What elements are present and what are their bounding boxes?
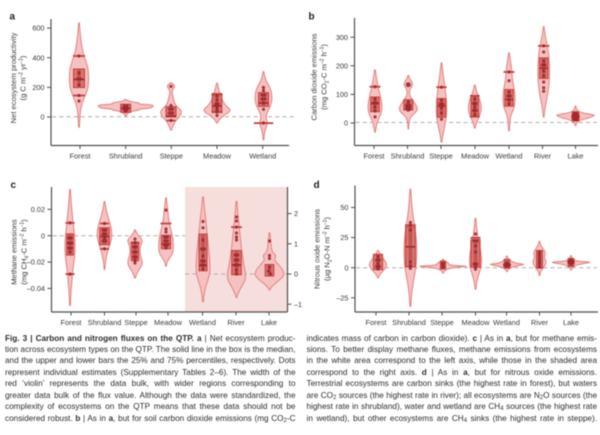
svg-text:Meadow: Meadow [461,152,490,161]
svg-text:25: 25 [340,233,348,242]
svg-text:600: 600 [32,24,44,33]
svg-text:Wetland: Wetland [189,318,216,327]
svg-text:Lake: Lake [567,152,583,161]
svg-text:Wetland: Wetland [493,318,520,327]
svg-text:Forest: Forest [364,152,385,161]
svg-text:Methane emissions: Methane emissions [10,219,19,285]
svg-text:Wetland: Wetland [249,152,276,161]
svg-text:Net ecosystem productivity: Net ecosystem productivity [9,32,18,123]
svg-text:Carbon dioxide emissions: Carbon dioxide emissions [310,33,319,120]
svg-text:Forest: Forest [366,318,387,327]
svg-text:a: a [10,12,16,23]
svg-text:50: 50 [340,203,348,212]
svg-text:0: 0 [41,231,45,240]
svg-text:300: 300 [336,33,348,42]
svg-text:200: 200 [32,83,44,92]
svg-text:Nitrous oxide emissions: Nitrous oxide emissions [313,209,322,289]
svg-text:c: c [11,180,17,191]
svg-text:0.02: 0.02 [31,205,45,214]
svg-text:(mg CO2-C m–2 h–1): (mg CO2-C m–2 h–1) [319,44,330,110]
svg-text:0: 0 [344,263,348,272]
svg-text:0: 0 [40,113,44,122]
svg-text:Wetland: Wetland [496,152,523,161]
svg-text:River: River [227,318,245,327]
svg-text:–0.02: –0.02 [27,258,45,267]
svg-text:200: 200 [336,61,348,70]
svg-text:Steppe: Steppe [124,318,147,327]
svg-text:Forest: Forest [70,152,91,161]
svg-text:100: 100 [336,90,348,99]
svg-text:Lake: Lake [261,318,277,327]
svg-text:2: 2 [294,209,298,218]
svg-text:0: 0 [294,270,298,279]
svg-text:Steppe: Steppe [430,318,453,327]
svg-text:River: River [531,318,549,327]
svg-text:Shrubland: Shrubland [88,318,122,327]
svg-text:River: River [534,152,552,161]
svg-text:Forest: Forest [61,318,82,327]
svg-text:Meadow: Meadow [203,152,232,161]
svg-text:Shrubland: Shrubland [391,152,425,161]
svg-text:Meadow: Meadow [154,318,183,327]
svg-text:Steppe: Steppe [429,152,452,161]
svg-text:0: 0 [344,119,348,128]
svg-text:–1: –1 [294,300,302,309]
svg-text:–0.04: –0.04 [27,284,45,293]
svg-text:b: b [309,12,315,23]
svg-text:400: 400 [32,53,44,62]
svg-text:(µg N2O-N m–2 h–1): (µg N2O-N m–2 h–1) [322,217,333,281]
svg-text:Shrubland: Shrubland [392,318,426,327]
svg-text:Steppe: Steppe [160,152,183,161]
svg-text:(g C m–2 yr–1): (g C m–2 yr–1) [19,55,28,100]
svg-text:d: d [314,180,320,191]
svg-text:Lake: Lake [563,318,579,327]
svg-text:Meadow: Meadow [462,318,491,327]
svg-text:(mg CH4-C m–2 h–1): (mg CH4-C m–2 h–1) [19,219,30,285]
svg-text:1: 1 [294,239,298,248]
svg-text:Shrubland: Shrubland [109,152,143,161]
svg-text:–25: –25 [336,293,348,302]
